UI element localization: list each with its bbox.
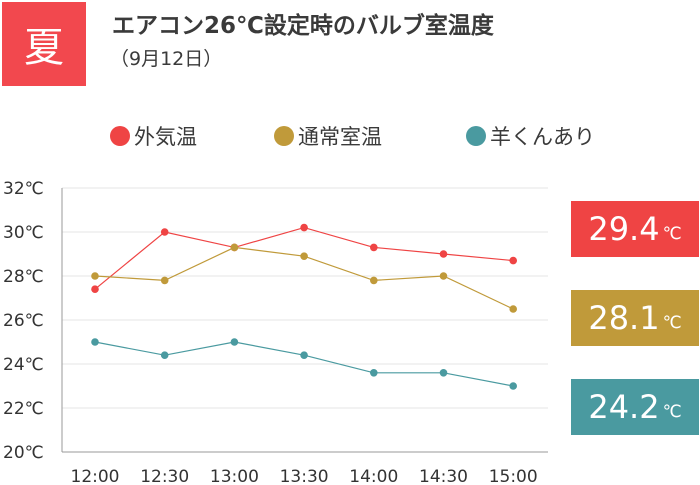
summary-value-sheep: 24.2 [588,388,660,426]
summary-box-outside: 29.4 ℃ [571,201,699,257]
y-tick-label: 26℃ [3,311,44,331]
data-point-2-3 [300,351,308,360]
legend-label-outside: 外気温 [134,125,197,149]
y-tick-label: 28℃ [3,267,44,287]
data-point-2-4 [370,369,378,377]
x-tick-label: 14:00 [349,467,398,485]
data-point-0-4 [370,243,378,252]
legend: 外気温 通常室温 羊くんあり [0,121,700,153]
legend-label-sheep: 羊くんあり [490,125,595,149]
data-point-0-5 [439,250,448,258]
x-tick-label: 13:30 [280,467,329,485]
data-point-0-3 [300,223,308,232]
y-tick-label: 32℃ [3,179,44,199]
y-tick-label: 20℃ [3,443,44,463]
data-point-1-4 [370,276,378,285]
summary-value-normal: 28.1 [588,299,660,337]
legend-item-outside: 外気温 [110,121,197,151]
data-point-1-2 [230,243,239,252]
y-tick-label: 24℃ [3,355,44,375]
data-point-2-2 [230,338,239,346]
legend-dot-outside [110,126,130,146]
x-tick-label: 15:00 [489,467,538,485]
y-tick-label: 22℃ [3,399,44,419]
data-point-0-1 [160,228,169,236]
legend-label-normal: 通常室温 [298,125,382,149]
chart-subtitle: （9月12日） [110,48,223,70]
chart-title: エアコン26℃設定時のバルブ室温度 [112,13,494,39]
data-point-2-0 [91,338,99,346]
legend-dot-sheep [466,126,486,146]
x-tick-label: 12:30 [140,467,189,485]
summary-unit-normal: ℃ [662,313,682,333]
summary-unit-sheep: ℃ [662,402,682,422]
x-tick-label: 12:00 [71,467,120,485]
summary-value-outside: 29.4 [588,210,660,248]
summary-unit-outside: ℃ [662,224,682,244]
summary-box-normal: 28.1 ℃ [571,290,699,346]
legend-item-normal: 通常室温 [274,121,382,151]
data-point-1-3 [300,252,308,260]
x-tick-label: 13:00 [210,467,259,485]
data-point-0-6 [509,256,517,265]
x-tick-label: 14:30 [419,467,468,485]
season-badge: 夏 [2,2,86,86]
data-point-2-5 [439,369,448,377]
data-point-2-6 [509,382,517,390]
data-point-1-6 [509,305,517,313]
data-point-1-5 [439,272,448,280]
legend-item-sheep: 羊くんあり [466,121,595,151]
data-point-2-1 [160,351,169,360]
y-tick-label: 30℃ [3,223,44,243]
summary-box-sheep: 24.2 ℃ [571,379,699,435]
data-point-0-0 [91,285,99,294]
data-point-1-1 [160,276,169,285]
data-point-1-0 [91,272,99,280]
legend-dot-normal [274,126,294,146]
